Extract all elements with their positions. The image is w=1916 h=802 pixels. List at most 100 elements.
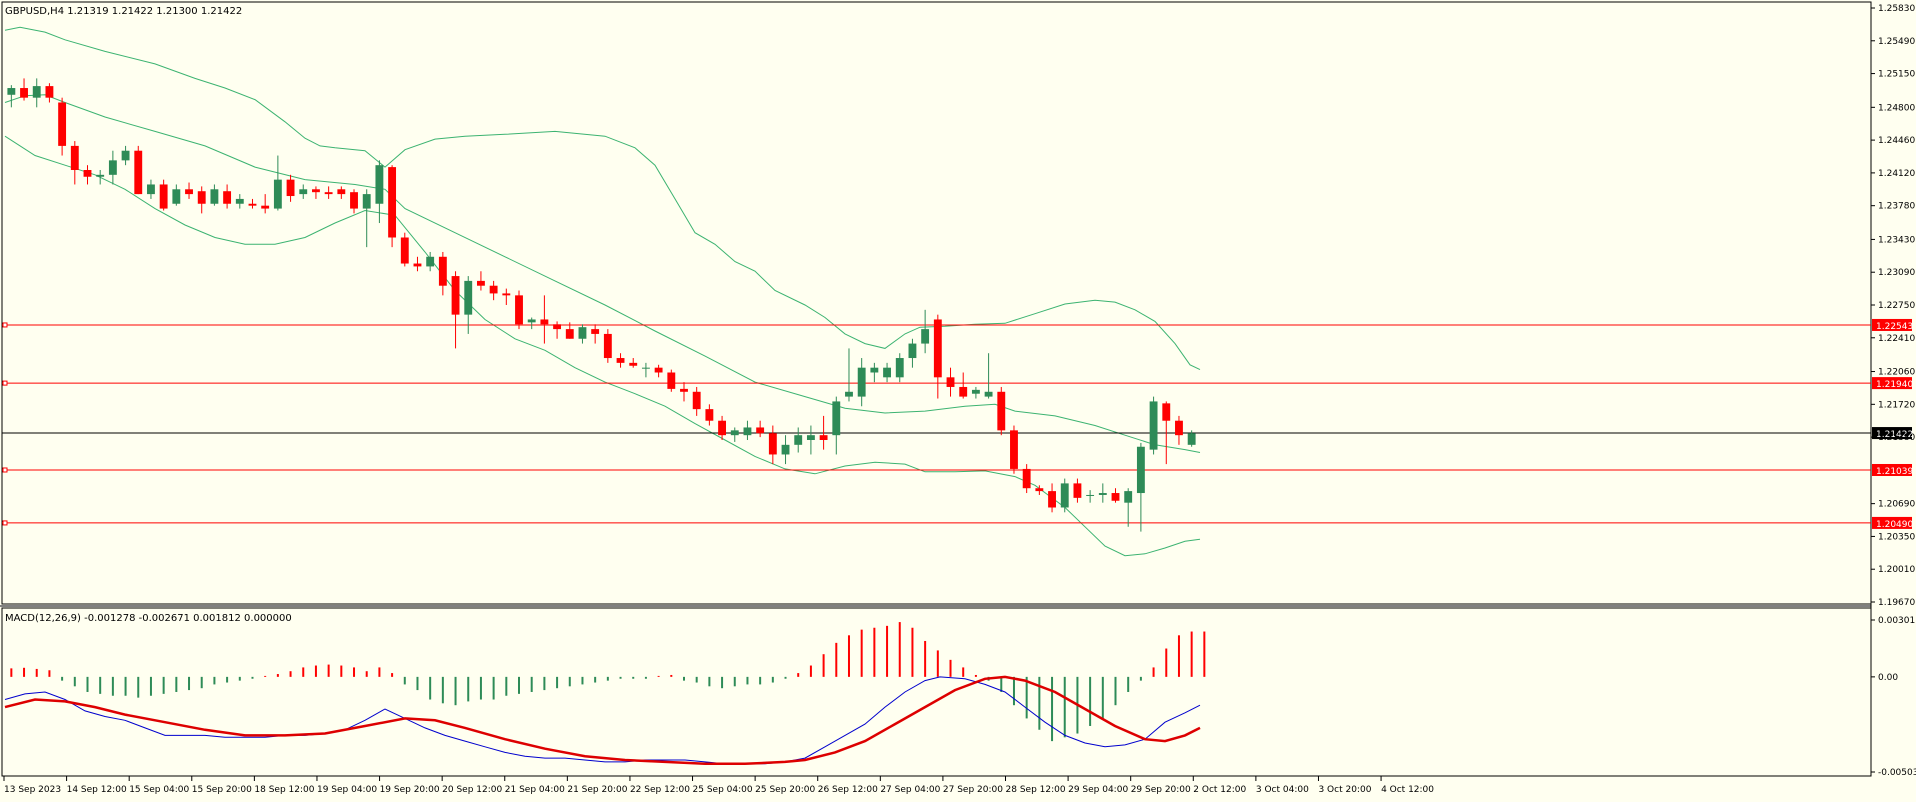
candle — [616, 353, 625, 368]
candle-body — [413, 263, 422, 267]
candle — [261, 194, 270, 214]
time-tick-label: 3 Oct 20:00 — [1318, 785, 1371, 795]
candle — [1073, 478, 1082, 503]
candle-body — [32, 86, 41, 98]
candle — [959, 372, 968, 399]
price-tick-label: 1.22060 — [1878, 368, 1915, 378]
candle-body — [616, 358, 625, 363]
candle — [400, 232, 409, 267]
time-tick-label: 26 Sep 12:00 — [818, 785, 878, 795]
candle — [718, 415, 727, 440]
candle-body — [857, 367, 866, 397]
candle — [1060, 478, 1069, 513]
time-tick-label: 27 Sep 20:00 — [943, 785, 1003, 795]
candle — [388, 165, 397, 248]
candle — [464, 276, 473, 334]
candle — [832, 396, 841, 455]
candle — [223, 184, 232, 209]
bollinger-upper-band — [4, 26, 1201, 371]
candle-body — [1098, 493, 1107, 495]
candle-body — [83, 170, 92, 177]
candle-body — [641, 367, 650, 369]
price-tick-label: 1.20350 — [1878, 532, 1915, 542]
level-price-label: 1.21940 — [1876, 380, 1913, 390]
time-tick-label: 29 Sep 20:00 — [1131, 785, 1191, 795]
time-tick-label: 29 Sep 04:00 — [1068, 785, 1128, 795]
candle — [870, 362, 879, 383]
time-tick-label: 25 Sep 20:00 — [755, 785, 815, 795]
candle — [1124, 488, 1133, 527]
candle — [70, 141, 79, 185]
level-price-tag — [1872, 318, 1912, 331]
candle — [1162, 401, 1171, 465]
time-tick-label: 18 Sep 12:00 — [254, 785, 314, 795]
candle — [565, 322, 574, 339]
candle-body — [451, 276, 460, 315]
candle-body — [1149, 401, 1158, 450]
price-tick-label: 1.20010 — [1878, 565, 1915, 575]
current-price-label: 1.21422 — [1876, 430, 1913, 440]
candle-body — [680, 388, 688, 392]
level-price-label: 1.22543 — [1876, 322, 1913, 332]
candle — [971, 386, 980, 399]
candle-body — [743, 427, 752, 436]
candle-body — [578, 327, 587, 339]
price-scale: 1.25830 1.25490 1.25150 1.24800 1.24460 1.241… — [1871, 4, 1915, 608]
candle-body — [629, 362, 638, 366]
candle — [705, 404, 714, 426]
price-tick-label: 1.23430 — [1878, 235, 1915, 245]
candle-body — [997, 391, 1006, 431]
candle — [794, 427, 803, 453]
time-tick-label: 3 Oct 04:00 — [1256, 785, 1309, 795]
candle — [743, 420, 752, 440]
candle-body — [147, 184, 155, 195]
price-tick-label: 1.22750 — [1878, 301, 1915, 311]
time-tick-label: 21 Sep 20:00 — [567, 785, 627, 795]
price-tick-label: 1.24800 — [1878, 103, 1915, 113]
candle-body — [1136, 446, 1145, 494]
candle-body — [565, 329, 574, 339]
candle-body — [324, 192, 333, 195]
price-tick-label: 1.23090 — [1878, 268, 1915, 278]
macd-line — [4, 676, 1201, 765]
candle-body — [134, 150, 143, 195]
candle — [286, 174, 295, 202]
candle-body — [515, 295, 523, 325]
candle-body — [58, 102, 67, 146]
candle — [515, 290, 523, 330]
candle-body — [7, 88, 16, 95]
candle — [197, 186, 206, 214]
price-tick-label: 1.25150 — [1878, 70, 1915, 80]
candle-body — [540, 319, 549, 325]
candle-body — [895, 358, 904, 378]
candle — [350, 189, 358, 214]
candle — [235, 194, 244, 209]
level-price-label: 1.20490 — [1876, 520, 1913, 530]
candle-body — [1086, 494, 1095, 496]
candle-body — [603, 333, 612, 359]
candle — [781, 435, 790, 465]
time-tick-label: 19 Sep 20:00 — [380, 785, 440, 795]
macd-tick-label: 0.00301 — [1878, 616, 1915, 626]
price-tick-label: 1.25830 — [1878, 4, 1915, 14]
candle — [413, 256, 422, 272]
candle — [1111, 488, 1120, 503]
candle-body — [794, 435, 803, 445]
candle-body — [388, 167, 397, 238]
candle-body — [159, 184, 168, 209]
candle — [248, 198, 257, 209]
candle — [997, 386, 1006, 436]
candle — [921, 309, 930, 354]
candle-body — [1111, 493, 1120, 501]
candle-body — [362, 194, 371, 209]
candle — [730, 427, 739, 442]
candle-body — [718, 420, 727, 436]
price-tick-label: 1.21380 — [1878, 433, 1915, 443]
candle-body — [946, 377, 955, 387]
candle — [641, 362, 650, 378]
candle-body — [756, 427, 765, 434]
candle — [438, 251, 447, 296]
time-tick-label: 20 Sep 12:00 — [442, 785, 502, 795]
bollinger-lower-band — [4, 135, 1201, 557]
